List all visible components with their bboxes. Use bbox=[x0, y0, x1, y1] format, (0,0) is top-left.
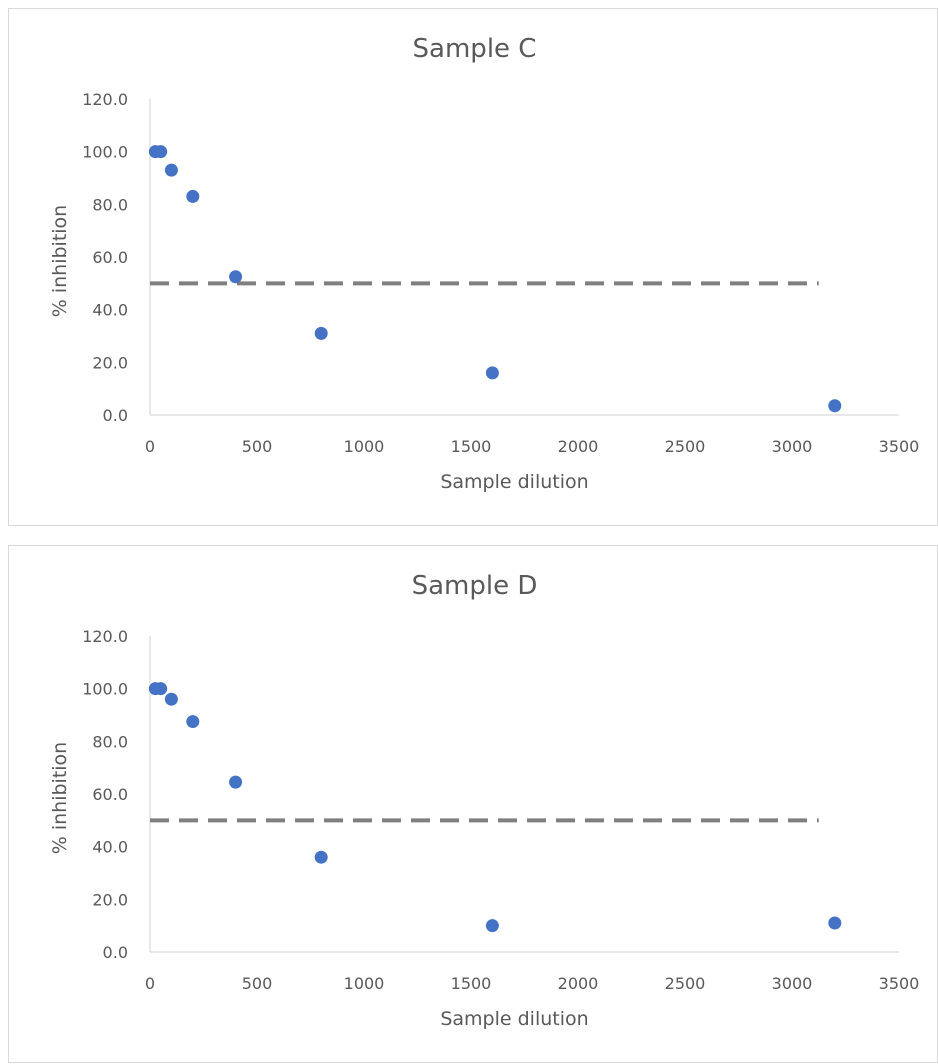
x-tick-label: 1000 bbox=[344, 437, 385, 456]
data-point bbox=[154, 145, 168, 159]
y-tick-label: 60.0 bbox=[92, 785, 128, 804]
data-point bbox=[186, 715, 200, 729]
y-tick-label: 20.0 bbox=[92, 353, 128, 372]
x-tick-label: 3500 bbox=[879, 974, 920, 993]
y-tick-label: 20.0 bbox=[92, 890, 128, 909]
x-tick-label: 1000 bbox=[344, 974, 385, 993]
y-axis-title: % inhibition bbox=[49, 205, 71, 317]
data-point bbox=[186, 189, 200, 203]
data-point bbox=[828, 916, 842, 930]
y-tick-label: 120.0 bbox=[82, 627, 128, 646]
x-tick-label: 2500 bbox=[665, 437, 706, 456]
y-tick-label: 120.0 bbox=[82, 90, 128, 109]
chart-title: Sample D bbox=[412, 571, 538, 601]
data-point bbox=[229, 270, 243, 284]
x-axis-title: Sample dilution bbox=[440, 471, 588, 493]
y-tick-label: 100.0 bbox=[82, 680, 128, 699]
y-tick-label: 60.0 bbox=[92, 248, 128, 267]
x-tick-label: 0 bbox=[145, 974, 155, 993]
x-tick-label: 2000 bbox=[558, 974, 599, 993]
x-tick-label: 1500 bbox=[451, 974, 492, 993]
y-tick-label: 0.0 bbox=[103, 406, 128, 425]
x-tick-label: 2000 bbox=[558, 437, 599, 456]
x-tick-label: 0 bbox=[145, 437, 155, 456]
y-tick-label: 100.0 bbox=[82, 143, 128, 162]
data-point bbox=[314, 326, 328, 340]
y-tick-label: 40.0 bbox=[92, 301, 128, 320]
x-tick-label: 2500 bbox=[665, 974, 706, 993]
data-point bbox=[485, 919, 499, 933]
data-point bbox=[164, 163, 178, 177]
x-tick-label: 1500 bbox=[451, 437, 492, 456]
chart-svg: Sample C 0.0 20.0 40.0 60.0 80.0 100.0 120.0 0 50… bbox=[49, 34, 920, 493]
data-point bbox=[828, 399, 842, 413]
y-tick-label: 80.0 bbox=[92, 195, 128, 214]
x-tick-label: 500 bbox=[242, 974, 273, 993]
chart-sample-c: Sample C 0.0 20.0 40.0 60.0 80.0 100.0 120.0 0 50… bbox=[8, 8, 938, 526]
chart-title: Sample C bbox=[413, 34, 537, 64]
x-tick-label: 500 bbox=[242, 437, 273, 456]
data-point bbox=[229, 775, 243, 789]
data-point bbox=[154, 682, 168, 696]
chart-svg: Sample D 0.0 20.0 40.0 60.0 80.0 100.0 120.0 0 50… bbox=[49, 571, 920, 1030]
y-tick-label: 80.0 bbox=[92, 732, 128, 751]
y-tick-label: 40.0 bbox=[92, 838, 128, 857]
data-point bbox=[485, 366, 499, 380]
data-point bbox=[164, 692, 178, 706]
y-tick-label: 0.0 bbox=[103, 943, 128, 962]
x-axis-title: Sample dilution bbox=[440, 1008, 588, 1030]
x-tick-label: 3000 bbox=[772, 437, 813, 456]
data-point bbox=[314, 850, 328, 864]
chart-sample-d: Sample D 0.0 20.0 40.0 60.0 80.0 100.0 120.0 0 50… bbox=[8, 545, 938, 1063]
x-tick-label: 3500 bbox=[879, 437, 920, 456]
y-axis-title: % inhibition bbox=[49, 742, 71, 854]
x-tick-label: 3000 bbox=[772, 974, 813, 993]
